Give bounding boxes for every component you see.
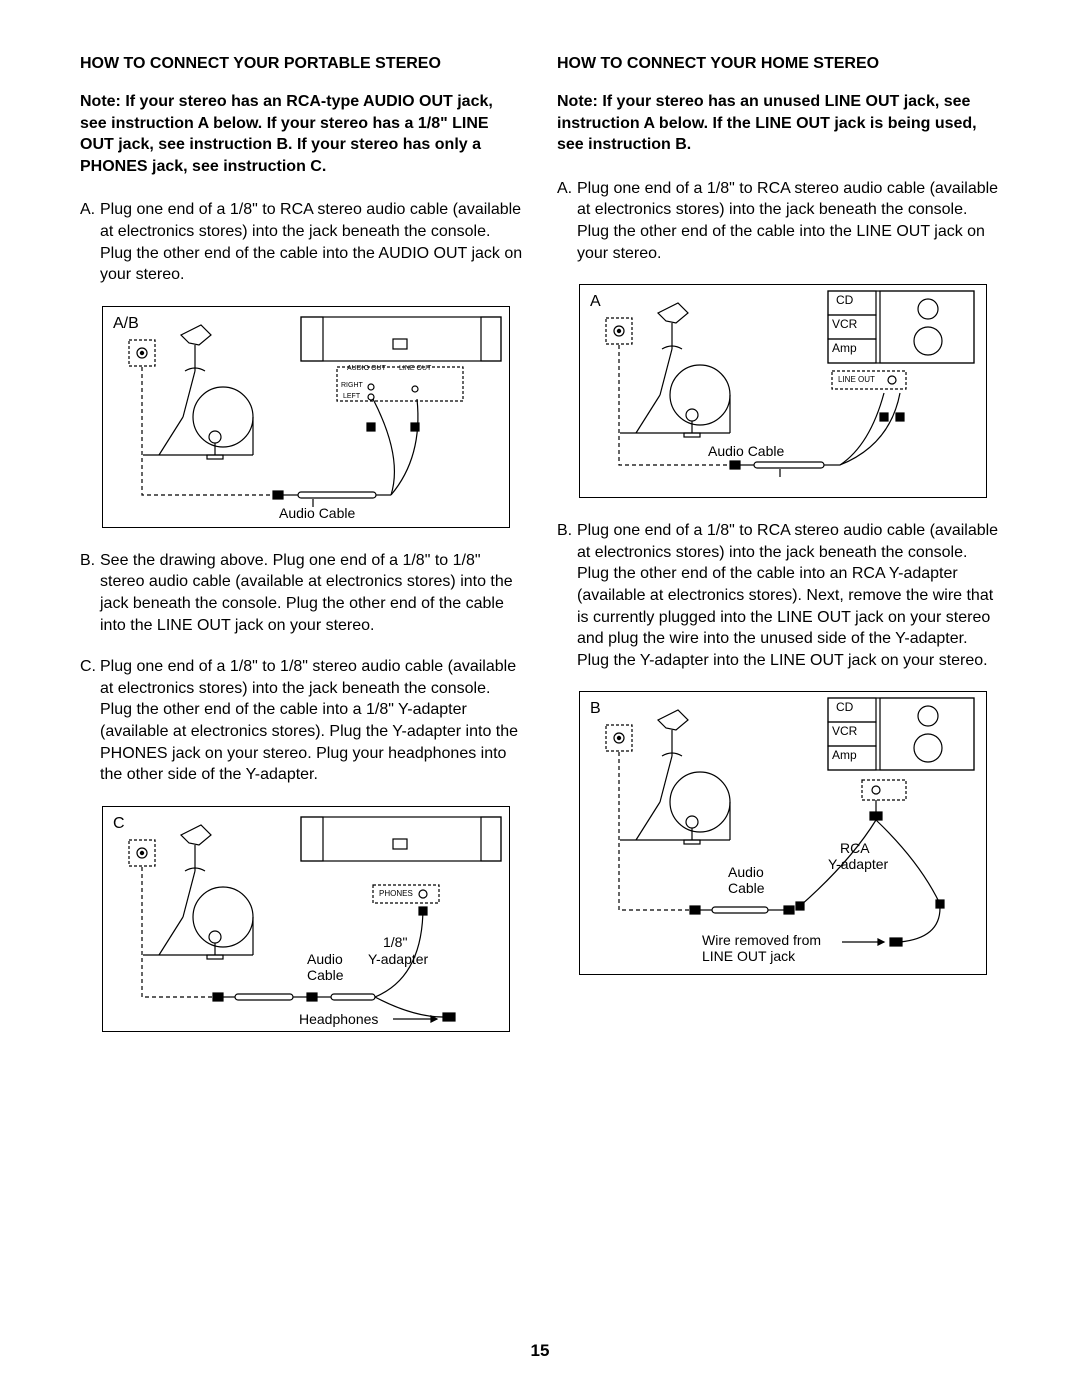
diagram-rb-corner: B bbox=[590, 700, 601, 718]
right-instruction-a: A. Plug one end of a 1/8" to RCA stereo … bbox=[557, 178, 1000, 264]
diagram-rb-svg bbox=[580, 692, 984, 972]
left-instr-a-text: Plug one end of a 1/8" to RCA stereo aud… bbox=[100, 199, 523, 285]
diagram-ab: A/B bbox=[102, 306, 510, 528]
cd-label-b: CD bbox=[836, 700, 853, 714]
right-instruction-b: B. Plug one end of a 1/8" to RCA stereo … bbox=[557, 520, 1000, 671]
cable-label-rb: Cable bbox=[728, 880, 765, 896]
vcr-label: VCR bbox=[832, 317, 857, 331]
audio-label-rb: Audio bbox=[728, 864, 764, 880]
one-eighth-label: 1/8" bbox=[383, 934, 407, 950]
diagram-c-corner: C bbox=[113, 815, 125, 833]
right-instr-b-text: Plug one end of a 1/8" to RCA stereo aud… bbox=[577, 520, 1000, 671]
audio-label-c: Audio bbox=[307, 951, 343, 967]
right-instr-a-text: Plug one end of a 1/8" to RCA stereo aud… bbox=[577, 178, 1000, 264]
left-instruction-a: A. Plug one end of a 1/8" to RCA stereo … bbox=[80, 199, 523, 285]
wire-removed-label: Wire removed from bbox=[702, 932, 821, 948]
line-out-jack-label: LINE OUT jack bbox=[702, 948, 795, 964]
diagram-ab-svg bbox=[103, 307, 507, 525]
left-column: HOW TO CONNECT YOUR PORTABLE STEREO Note… bbox=[80, 55, 523, 1054]
diagram-right-b: B bbox=[579, 691, 987, 975]
letter-c: C. bbox=[80, 656, 100, 786]
rca-label: RCA bbox=[840, 840, 870, 856]
audio-cable-label: Audio Cable bbox=[279, 505, 355, 521]
audio-out-label: AUDIO OUT bbox=[347, 365, 386, 372]
vcr-label-b: VCR bbox=[832, 724, 857, 738]
diagram-ra-svg bbox=[580, 285, 984, 495]
right-note: Note: If your stereo has an unused LINE … bbox=[557, 91, 1000, 156]
letter-b-r: B. bbox=[557, 520, 577, 671]
left-note: Note: If your stereo has an RCA-type AUD… bbox=[80, 91, 523, 177]
line-out-label: LINE OUT bbox=[399, 365, 431, 372]
manual-page: HOW TO CONNECT YOUR PORTABLE STEREO Note… bbox=[0, 0, 1080, 1397]
phones-label: PHONES bbox=[379, 889, 413, 898]
diagram-c-svg bbox=[103, 807, 507, 1029]
page-number: 15 bbox=[0, 1341, 1080, 1361]
left-label: LEFT bbox=[343, 393, 360, 400]
right-label: RIGHT bbox=[341, 382, 363, 389]
left-instruction-c: C. Plug one end of a 1/8" to 1/8" stereo… bbox=[80, 656, 523, 786]
letter-a-r: A. bbox=[557, 178, 577, 264]
left-heading: HOW TO CONNECT YOUR PORTABLE STEREO bbox=[80, 55, 523, 73]
diagram-right-a: A bbox=[579, 284, 987, 498]
right-column: HOW TO CONNECT YOUR HOME STEREO Note: If… bbox=[557, 55, 1000, 1054]
diagram-c: C bbox=[102, 806, 510, 1032]
cable-label-c: Cable bbox=[307, 967, 344, 983]
amp-label: Amp bbox=[832, 341, 857, 355]
left-instr-c-text: Plug one end of a 1/8" to 1/8" stereo au… bbox=[100, 656, 523, 786]
line-out-label-r: LINE OUT bbox=[838, 375, 875, 384]
letter-b: B. bbox=[80, 550, 100, 636]
left-instr-b-text: See the drawing above. Plug one end of a… bbox=[100, 550, 523, 636]
amp-label-b: Amp bbox=[832, 748, 857, 762]
headphones-label: Headphones bbox=[299, 1011, 378, 1027]
right-heading: HOW TO CONNECT YOUR HOME STEREO bbox=[557, 55, 1000, 73]
y-adapter-label: Y-adapter bbox=[368, 951, 428, 967]
cd-label: CD bbox=[836, 293, 853, 307]
letter-a: A. bbox=[80, 199, 100, 285]
diagram-ra-corner: A bbox=[590, 293, 601, 311]
left-instruction-b: B. See the drawing above. Plug one end o… bbox=[80, 550, 523, 636]
y-adapter-label-b: Y-adapter bbox=[828, 856, 888, 872]
diagram-ab-corner: A/B bbox=[113, 315, 139, 333]
audio-cable-label-ra: Audio Cable bbox=[708, 443, 784, 459]
two-columns: HOW TO CONNECT YOUR PORTABLE STEREO Note… bbox=[80, 55, 1000, 1054]
